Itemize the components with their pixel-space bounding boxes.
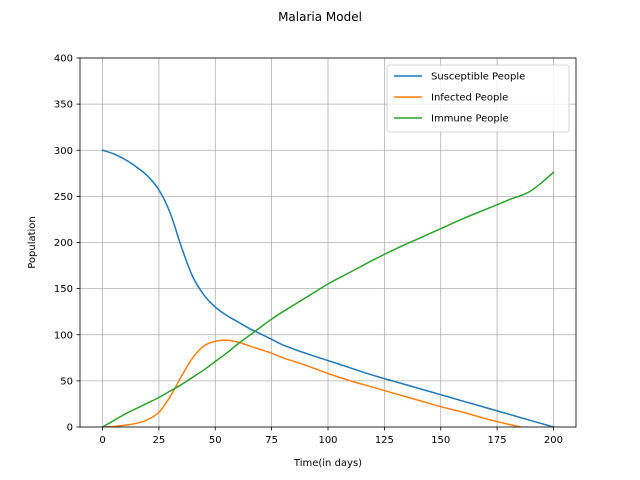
legend-box <box>386 64 570 133</box>
y-tick-label: 350 <box>54 100 73 111</box>
x-tick-label: 200 <box>544 435 563 446</box>
x-axis-label: Time(in days) <box>293 458 362 469</box>
series-line-infected-people <box>101 339 525 427</box>
y-axis-label: Population <box>27 216 38 269</box>
legend-label-immune-people: Immune People <box>431 114 509 125</box>
series-layer <box>101 149 555 427</box>
y-tick-label: 300 <box>54 146 73 157</box>
y-tick-label: 50 <box>60 376 73 387</box>
y-tick-label: 250 <box>54 192 73 203</box>
series-line-immune-people <box>101 171 555 427</box>
legend-label-susceptible-people: Susceptible People <box>431 72 525 83</box>
y-tick-label: 400 <box>54 54 73 65</box>
series-line-susceptible-people <box>101 149 555 427</box>
x-tick-label: 50 <box>209 435 222 446</box>
x-tick-label: 75 <box>265 435 278 446</box>
y-tick-label: 0 <box>67 423 73 434</box>
x-tick-label: 0 <box>99 435 105 446</box>
x-tick-label: 175 <box>488 435 507 446</box>
chart-title: Malaria Model <box>278 10 362 24</box>
y-tick-label: 150 <box>54 284 73 295</box>
y-tick-label: 200 <box>54 238 73 249</box>
legend: Susceptible People Infected People Immune … <box>386 64 570 133</box>
legend-label-infected-people: Infected People <box>431 93 508 104</box>
x-tick-label: 150 <box>431 435 450 446</box>
x-tick-label: 100 <box>318 435 337 446</box>
x-tick-label: 25 <box>153 435 166 446</box>
y-tick-label: 100 <box>54 330 73 341</box>
ticks: 0 25 50 75 100 125 150 175 200 0 50 100 150 200 250 300… <box>54 54 563 447</box>
x-tick-label: 125 <box>375 435 394 446</box>
